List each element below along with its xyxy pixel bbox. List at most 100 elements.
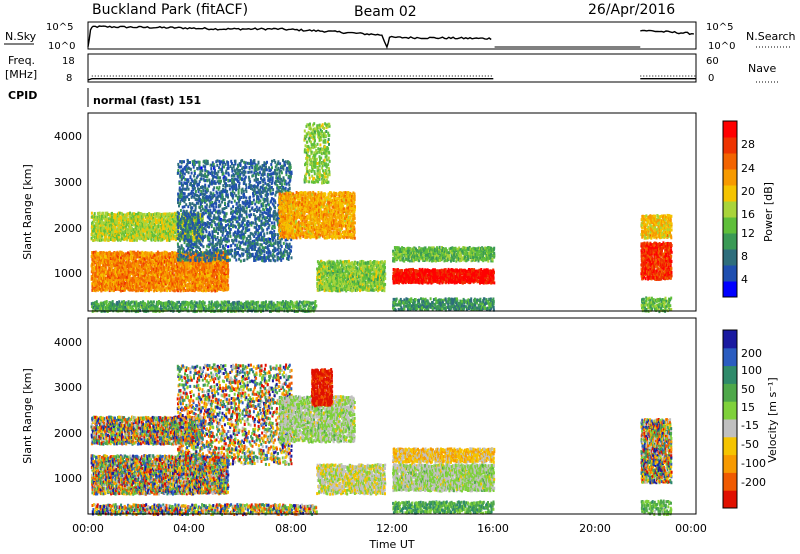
power-mark: [92, 301, 95, 305]
power-mark: [194, 278, 197, 282]
power-mark: [106, 223, 109, 227]
power-mark: [181, 266, 184, 270]
power-mark: [205, 206, 208, 210]
power-mark: [191, 202, 194, 206]
power-mark: [222, 276, 225, 280]
power-mark: [90, 226, 93, 230]
power-mark: [160, 235, 163, 239]
power-mark: [146, 285, 149, 289]
power-mark: [135, 259, 138, 263]
power-mark: [112, 222, 115, 226]
power-mark: [147, 218, 150, 221]
power-mark: [137, 302, 140, 306]
power-mark: [137, 221, 140, 225]
power-mark: [133, 286, 136, 290]
power-mark: [149, 287, 152, 291]
power-mark: [180, 284, 182, 288]
power-mark: [156, 227, 159, 231]
power-mark: [307, 300, 310, 304]
power-mark: [95, 303, 98, 307]
power-mark: [117, 217, 120, 221]
power-mark: [125, 252, 128, 256]
power-mark: [150, 217, 153, 221]
power-mark: [164, 212, 167, 216]
power-mark: [149, 219, 152, 223]
power-mark: [159, 252, 162, 255]
power-mark: [107, 266, 110, 270]
power-mark: [111, 302, 114, 306]
power-mark: [228, 300, 231, 304]
power-mark: [210, 274, 213, 278]
power-mark: [190, 300, 193, 304]
power-mark: [147, 229, 150, 233]
power-mark: [177, 230, 180, 234]
power-mark: [110, 287, 113, 291]
power-mark: [178, 196, 181, 200]
power-mark: [154, 236, 156, 240]
power-mark: [100, 235, 103, 239]
power-mark: [157, 225, 160, 229]
power-mark: [202, 260, 205, 264]
power-mark: [169, 263, 172, 267]
power-mark: [159, 277, 161, 281]
power-mark: [98, 226, 101, 230]
power-mark: [126, 280, 128, 284]
power-mark: [208, 178, 211, 182]
power-mark: [212, 264, 215, 267]
power-mark: [182, 288, 185, 292]
power-mark: [177, 222, 180, 226]
power-mark: [211, 284, 214, 288]
power-mark: [202, 212, 205, 216]
power-mark: [106, 238, 109, 242]
power-mark: [181, 306, 184, 310]
power-mark: [153, 222, 156, 226]
power-mark: [175, 224, 178, 228]
power-mark: [110, 235, 113, 238]
power-mark: [118, 287, 121, 290]
power-mark: [116, 275, 119, 278]
power-mark: [176, 210, 179, 214]
power-mark: [174, 222, 177, 226]
power-mark: [121, 302, 123, 306]
power-mark: [279, 308, 282, 311]
power-mark: [108, 306, 111, 310]
power-mark: [101, 262, 104, 266]
power-mark: [165, 231, 168, 235]
power-mark: [147, 265, 150, 269]
power-mark: [142, 261, 144, 265]
power-mark: [277, 307, 280, 311]
power-mark: [115, 253, 118, 257]
power-mark: [177, 201, 179, 205]
power-mark: [125, 256, 128, 260]
power-mark: [205, 256, 208, 260]
power-mark: [132, 219, 135, 223]
power-mark: [102, 263, 105, 267]
power-mark: [162, 252, 165, 256]
power-mark: [113, 282, 116, 286]
power-mark: [220, 308, 223, 312]
power-mark: [193, 172, 196, 175]
power-mark: [92, 220, 95, 224]
power-mark: [186, 307, 189, 311]
power-mark: [184, 289, 187, 292]
power-mark: [126, 230, 128, 233]
power-mark: [204, 265, 207, 269]
power-mark: [183, 238, 186, 242]
power-mark: [132, 236, 135, 240]
power-mark: [173, 226, 176, 230]
power-mark: [99, 307, 102, 311]
power-mark: [107, 238, 110, 242]
power-mark: [227, 286, 230, 290]
power-mark: [176, 288, 178, 292]
power-mark: [121, 287, 124, 291]
power-mark: [204, 272, 207, 276]
power-mark: [106, 259, 109, 263]
power-mark: [192, 216, 195, 220]
power-mark: [131, 236, 133, 240]
power-mark: [165, 220, 168, 223]
power-mark: [110, 238, 112, 241]
power-mark: [106, 288, 109, 292]
power-mark: [108, 261, 111, 265]
power-mark: [297, 303, 300, 307]
power-mark: [152, 260, 155, 264]
